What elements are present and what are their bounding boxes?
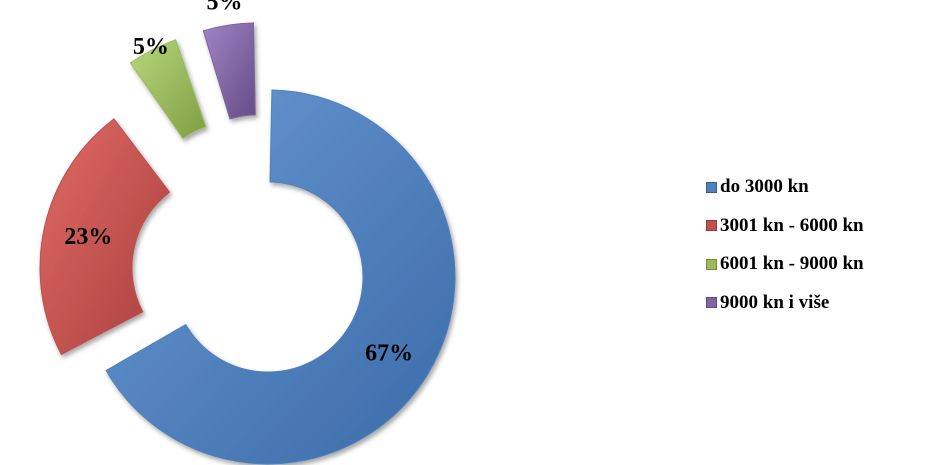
legend-swatch-green — [706, 258, 717, 270]
slice-9000-plus — [202, 22, 256, 120]
slice-label-3001-6000: 23% — [64, 224, 112, 250]
slice-label-do-3000: 67% — [365, 340, 413, 366]
slice-3001-6000 — [39, 118, 171, 356]
slice-label-9000-plus: 5% — [207, 0, 243, 15]
legend-item-3001-6000: 3001 kn - 6000 kn — [706, 207, 864, 246]
slice-6001-9000 — [129, 39, 207, 140]
legend-swatch-purple — [706, 297, 717, 309]
legend-item-do-3000: do 3000 kn — [706, 168, 864, 207]
legend-label: 3001 kn - 6000 kn — [720, 214, 864, 236]
legend-swatch-blue — [706, 181, 717, 193]
legend-label: 9000 kn i više — [720, 291, 830, 313]
legend-label: 6001 kn - 9000 kn — [720, 253, 864, 275]
chart-legend: do 3000 kn 3001 kn - 6000 kn 6001 kn - 9… — [706, 168, 864, 322]
legend-item-6001-9000: 6001 kn - 9000 kn — [706, 245, 864, 284]
slice-do-3000 — [105, 89, 456, 465]
legend-item-9000-plus: 9000 kn i više — [706, 284, 864, 323]
slice-label-6001-9000: 5% — [133, 34, 169, 60]
legend-label: do 3000 kn — [720, 176, 809, 198]
legend-swatch-red — [706, 220, 717, 232]
